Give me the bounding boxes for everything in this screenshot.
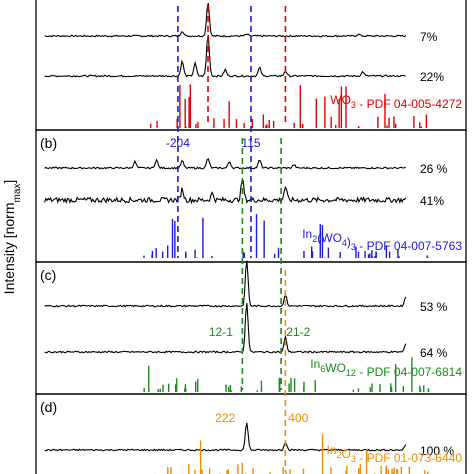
peak-index-label: 115 — [241, 136, 260, 150]
panel-3: (c)53 %64 %In6WO12 - PDF 04-007-681412-1… — [35, 260, 467, 395]
reference-label-part: - PDF 01-073-6440 — [356, 451, 462, 465]
y-axis-label-close: ] — [1, 180, 17, 184]
peak-index-label: 222 — [215, 411, 235, 425]
trace-label: 64 % — [420, 346, 448, 360]
peak-index-label: 21-2 — [286, 325, 310, 339]
reference-label: In2(WO4)3 - PDF 04-007-5763 — [302, 227, 462, 253]
trace-label: 53 % — [420, 300, 448, 314]
trace-label: 22% — [420, 70, 444, 84]
peak-index-label: 400 — [288, 411, 308, 425]
pattern-trace — [44, 2, 407, 38]
reference-label-part: In — [310, 357, 320, 371]
reference-label-part: WO — [330, 93, 351, 107]
reference-label-part: 2 — [337, 450, 342, 460]
pattern-trace — [44, 422, 407, 452]
reference-label-part: In — [302, 227, 312, 241]
peak-index-label: 12-1 — [209, 325, 233, 339]
reference-label-part: ) — [347, 235, 351, 249]
peak-index-label: -204 — [166, 136, 190, 150]
pattern-trace — [44, 158, 406, 170]
reference-label-part: 4 — [342, 238, 347, 248]
reference-label-part: In — [327, 443, 337, 457]
y-axis-label-main: Intensity [norm — [1, 202, 17, 294]
reference-label-part: - PDF 04-007-5763 — [356, 239, 462, 253]
y-axis-label-sub: max — [12, 184, 23, 203]
panel-frame — [35, 393, 467, 474]
y-axis-label: Intensity [normmax] — [1, 180, 23, 295]
panel-letter: (c) — [40, 267, 56, 283]
reference-label: In6WO12 - PDF 04-007-6814 — [310, 357, 462, 379]
pattern-trace — [44, 260, 407, 308]
trace-label: 100 % — [420, 444, 454, 458]
panel-letter: (d) — [40, 399, 57, 415]
reference-label-part: 6 — [320, 364, 325, 374]
trace-label: 26 % — [420, 162, 448, 176]
pattern-trace — [44, 35, 406, 78]
reference-label-part: O — [342, 447, 351, 461]
reference-label-part: WO — [325, 361, 346, 375]
reference-label-part: 2 — [312, 234, 317, 244]
pattern-trace — [44, 180, 407, 205]
panels: 7%22%WO3 - PDF 04-005-4272(b)26 %41%In2(… — [35, 0, 467, 474]
trace-label: 7% — [420, 30, 438, 44]
reference-label-part: 3 — [351, 242, 356, 252]
reference-label: WO3 - PDF 04-005-4272 — [330, 93, 462, 111]
pattern-trace — [44, 303, 407, 354]
reference-label-part: - PDF 04-005-4272 — [356, 97, 462, 111]
panel-letter: (b) — [40, 135, 57, 151]
reference-label: In2O3 - PDF 01-073-6440 — [327, 443, 463, 465]
panel-2: (b) 26 % 41% In2(WO4)3 - PDF 04-007-5763 -20… — [35, 129, 467, 263]
trace-label: 41% — [420, 194, 444, 208]
reference-label-part: 12 — [346, 368, 356, 378]
reference-label-part: - PDF 04-007-6814 — [356, 365, 462, 379]
reference-label-part: 3 — [351, 454, 356, 464]
reference-label-part: (WO — [317, 231, 342, 245]
reference-label-part: 3 — [351, 100, 356, 110]
